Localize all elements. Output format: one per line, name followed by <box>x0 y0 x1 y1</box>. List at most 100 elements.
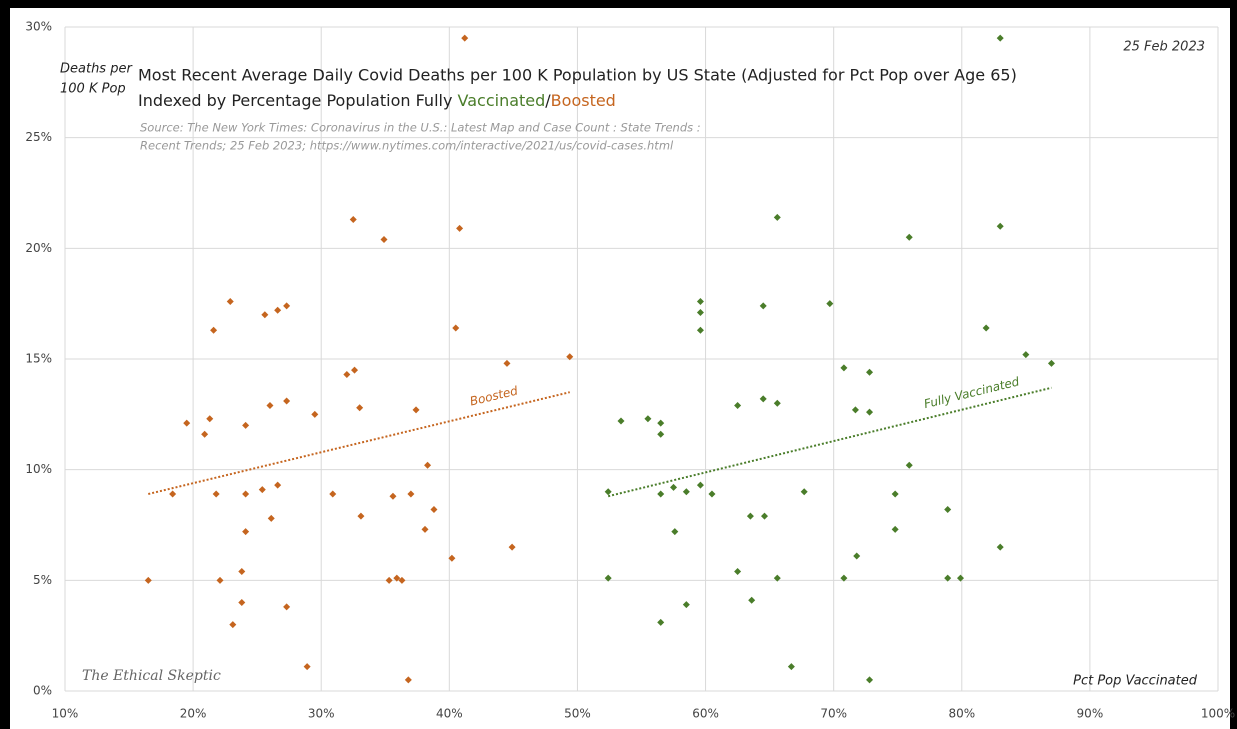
y-tick-label: 20% <box>25 241 52 255</box>
point <box>773 399 781 407</box>
y-tick-label: 25% <box>25 130 52 144</box>
point <box>996 543 1004 551</box>
point <box>393 574 401 582</box>
watermark: The Ethical Skeptic <box>82 668 221 684</box>
point <box>657 419 665 427</box>
point <box>242 528 250 536</box>
point <box>996 222 1004 230</box>
point <box>708 490 716 498</box>
point <box>944 574 952 582</box>
x-tick-label: 40% <box>436 707 463 721</box>
point <box>356 404 364 412</box>
point <box>503 359 511 367</box>
y-tick-label: 5% <box>33 573 52 587</box>
point <box>169 490 177 498</box>
chart-title: Indexed by Percentage Population Fully V… <box>138 91 616 110</box>
source: Recent Trends; 25 Feb 2023; https://www.… <box>140 139 674 153</box>
point <box>853 552 861 560</box>
x-tick-label: 90% <box>1077 707 1104 721</box>
point <box>800 488 808 496</box>
point <box>238 598 246 606</box>
title-part: Vaccinated <box>458 91 546 110</box>
point <box>421 525 429 533</box>
point <box>644 415 652 423</box>
point <box>448 554 456 562</box>
point <box>944 506 952 514</box>
point <box>424 461 432 469</box>
point <box>866 368 874 376</box>
x-tick-label: 60% <box>692 707 719 721</box>
chart-title: Most Recent Average Daily Covid Deaths p… <box>138 66 1017 85</box>
y-axis-label: 100 K Pop <box>60 82 126 97</box>
x-tick-label: 100% <box>1201 707 1235 721</box>
point <box>412 406 420 414</box>
point <box>734 401 742 409</box>
y-tick-label: 30% <box>25 20 52 34</box>
point <box>956 574 964 582</box>
point <box>389 492 397 500</box>
point <box>461 34 469 42</box>
x-axis-label: Pct Pop Vaccinated <box>1073 674 1198 689</box>
point <box>212 490 220 498</box>
y-tick-label: 15% <box>25 352 52 366</box>
point <box>617 417 625 425</box>
point <box>826 300 834 308</box>
point <box>851 406 859 414</box>
point <box>1022 351 1030 359</box>
point <box>657 490 665 498</box>
x-tick-label: 50% <box>564 707 591 721</box>
point <box>380 235 388 243</box>
title-part: Indexed by Percentage Population Fully <box>138 91 458 110</box>
point <box>283 302 291 310</box>
point <box>226 297 234 305</box>
point <box>891 525 899 533</box>
point <box>696 481 704 489</box>
point <box>266 401 274 409</box>
point <box>258 486 266 494</box>
date: 25 Feb 2023 <box>1123 40 1205 55</box>
point <box>329 490 337 498</box>
point <box>206 415 214 423</box>
point <box>905 233 913 241</box>
x-tick-label: 20% <box>180 707 207 721</box>
x-tick-label: 30% <box>308 707 335 721</box>
point <box>734 567 742 575</box>
point <box>604 574 612 582</box>
point <box>452 324 460 332</box>
grid: 0% 5% 10% 15% 20% 25% 30% 10% 20% 30% 40% 50% 60% 70%… <box>25 20 1235 721</box>
point <box>274 306 282 314</box>
point <box>866 676 874 684</box>
point <box>238 567 246 575</box>
point <box>671 528 679 536</box>
point <box>283 603 291 611</box>
point <box>696 326 704 334</box>
point <box>773 574 781 582</box>
y-tick-label: 10% <box>25 462 52 476</box>
point <box>261 311 269 319</box>
point <box>670 483 678 491</box>
point <box>866 408 874 416</box>
trendline <box>607 386 1052 498</box>
y-axis-label: Deaths per <box>60 62 133 77</box>
x-tick-label: 10% <box>52 707 79 721</box>
x-tick-label: 80% <box>948 707 975 721</box>
point <box>760 512 768 520</box>
point <box>657 430 665 438</box>
point <box>748 596 756 604</box>
title-part: / <box>545 91 551 110</box>
point <box>404 676 412 684</box>
point <box>357 512 365 520</box>
marks: Boosted Fully Vaccinated <box>144 34 1055 684</box>
point <box>407 490 415 498</box>
x-tick-label: 70% <box>820 707 847 721</box>
point <box>982 324 990 332</box>
point <box>283 397 291 405</box>
point <box>343 370 351 378</box>
point <box>303 663 311 671</box>
point <box>773 213 781 221</box>
point <box>216 576 224 584</box>
point <box>201 430 209 438</box>
point <box>242 490 250 498</box>
title-part: Boosted <box>551 91 616 110</box>
